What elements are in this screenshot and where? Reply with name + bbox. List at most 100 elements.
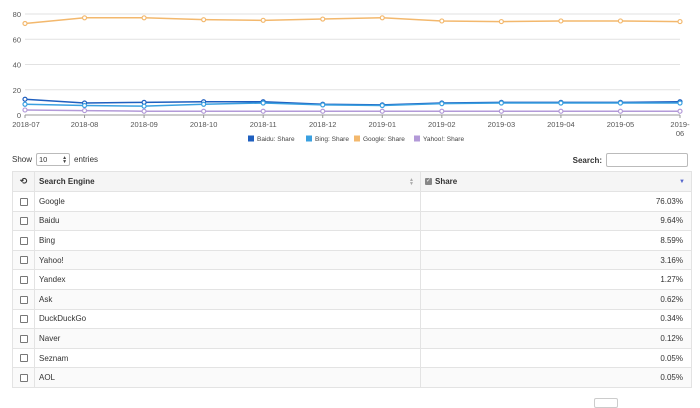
data-point	[260, 17, 266, 23]
search-input[interactable]	[606, 153, 688, 167]
data-point	[22, 20, 28, 27]
x-tick-label: 2019-	[670, 120, 690, 129]
row-checkbox[interactable]	[19, 334, 28, 343]
series-line	[24, 17, 681, 25]
data-point	[379, 102, 385, 109]
table-row: Baidu 9.64%	[12, 210, 692, 232]
engine-cell: Bing	[34, 230, 421, 251]
row-checkbox-cell[interactable]	[12, 328, 35, 349]
data-point	[677, 18, 683, 25]
x-tick-label: 2018-09	[130, 120, 158, 129]
row-checkbox[interactable]	[19, 197, 28, 206]
search-label: Search:	[572, 155, 602, 165]
share-cell: 8.59%	[420, 230, 692, 251]
x-tick-label: 2019-02	[428, 120, 456, 129]
pagination-button[interactable]	[594, 398, 618, 408]
row-checkbox-cell[interactable]	[12, 269, 35, 290]
x-tick-label: 2018-12	[309, 120, 337, 129]
data-point	[22, 107, 28, 113]
share-cell: 76.03%	[420, 191, 692, 212]
engine-cell: AOL	[34, 367, 421, 388]
data-point	[320, 102, 326, 108]
share-cell: 0.34%	[420, 308, 692, 330]
data-point	[201, 17, 207, 23]
engine-cell: Baidu	[34, 210, 421, 232]
header-search-engine-label: Search Engine	[39, 177, 95, 186]
checked-box-icon[interactable]: ✓	[425, 178, 432, 186]
data-point	[617, 100, 624, 106]
row-checkbox[interactable]	[19, 374, 28, 383]
row-checkbox[interactable]	[19, 256, 28, 265]
entries-select[interactable]: 10 ▲ ▼	[36, 153, 71, 166]
row-checkbox-cell[interactable]	[12, 210, 35, 232]
data-point	[439, 101, 445, 107]
data-point	[498, 18, 504, 25]
entries-label: entries	[74, 155, 99, 164]
row-checkbox[interactable]	[19, 217, 28, 226]
data-point	[617, 18, 624, 24]
row-checkbox[interactable]	[19, 236, 28, 245]
row-checkbox-cell[interactable]	[12, 367, 35, 388]
legend-item[interactable]: Baidu: Share	[257, 136, 295, 143]
row-checkbox-cell[interactable]	[12, 249, 35, 271]
header-share[interactable]: ✓ Share ▼	[420, 171, 692, 192]
sort-desc-icon: ▼	[679, 178, 685, 185]
search-control: Search:	[573, 153, 688, 167]
row-checkbox-cell[interactable]	[12, 191, 35, 212]
row-checkbox-cell[interactable]	[12, 347, 35, 369]
engine-cell: Seznam	[34, 347, 421, 369]
header-refresh-cell[interactable]: ⟲	[12, 171, 35, 192]
y-tick-label: 40	[13, 61, 21, 70]
data-point	[81, 102, 88, 109]
data-point	[141, 103, 147, 109]
x-tick-label: 2019-04	[547, 120, 575, 129]
row-checkbox[interactable]	[19, 315, 28, 324]
legend-item[interactable]: Google: Share	[363, 136, 405, 143]
data-point	[81, 15, 88, 21]
row-checkbox[interactable]	[19, 295, 28, 304]
entries-select-value: 10	[39, 155, 48, 164]
x-tick-label: 2019-05	[607, 120, 635, 129]
series-line	[24, 109, 680, 112]
data-point	[22, 101, 28, 107]
table-header-row: ⟲ Search Engine ▲ ▼ ✓ Share ▼	[12, 171, 692, 192]
x-tick-label: 2018-10	[190, 120, 218, 129]
x-tick-label: 2018-07	[12, 120, 40, 129]
row-checkbox[interactable]	[19, 276, 28, 285]
table-row: Ask 0.62%	[12, 288, 692, 310]
table-row: Seznam 0.05%	[12, 347, 692, 369]
data-point	[260, 108, 266, 114]
legend-item[interactable]: Bing: Share	[315, 136, 349, 143]
row-checkbox[interactable]	[19, 354, 28, 363]
share-cell: 1.27%	[420, 269, 692, 290]
data-point	[81, 107, 88, 114]
select-spinner-icon: ▲ ▼	[62, 154, 68, 165]
row-checkbox-cell[interactable]	[12, 288, 35, 310]
data-point	[201, 108, 207, 114]
series-line	[24, 98, 681, 106]
data-point	[379, 108, 385, 114]
table-controls: Show 10 ▲ ▼ entries Search:	[12, 153, 688, 169]
data-point	[22, 96, 28, 102]
data-point	[439, 108, 445, 114]
header-search-engine[interactable]: Search Engine ▲ ▼	[34, 171, 421, 192]
legend-swatch	[248, 135, 254, 142]
series-line	[24, 102, 680, 107]
engine-cell: Google	[34, 191, 421, 212]
legend-swatch	[414, 135, 420, 142]
row-checkbox-cell[interactable]	[12, 308, 35, 330]
x-tick-label: 2019-03	[488, 120, 516, 129]
data-point	[498, 108, 504, 114]
row-checkbox-cell[interactable]	[12, 230, 35, 251]
table-row: Naver 0.12%	[12, 328, 692, 349]
refresh-icon[interactable]: ⟲	[19, 176, 28, 186]
engine-cell: Yahoo!	[34, 249, 421, 271]
x-tick-label: 2018-08	[71, 120, 99, 129]
data-point	[439, 18, 445, 24]
table-row: Google 76.03%	[12, 191, 692, 212]
table-row: DuckDuckGo 0.34%	[12, 308, 692, 330]
table-row: Yahoo! 3.16%	[12, 249, 692, 271]
entries-length-control: Show 10 ▲ ▼ entries	[12, 153, 98, 166]
legend-item[interactable]: Yahoo!: Share	[423, 136, 464, 143]
data-point	[260, 100, 266, 106]
